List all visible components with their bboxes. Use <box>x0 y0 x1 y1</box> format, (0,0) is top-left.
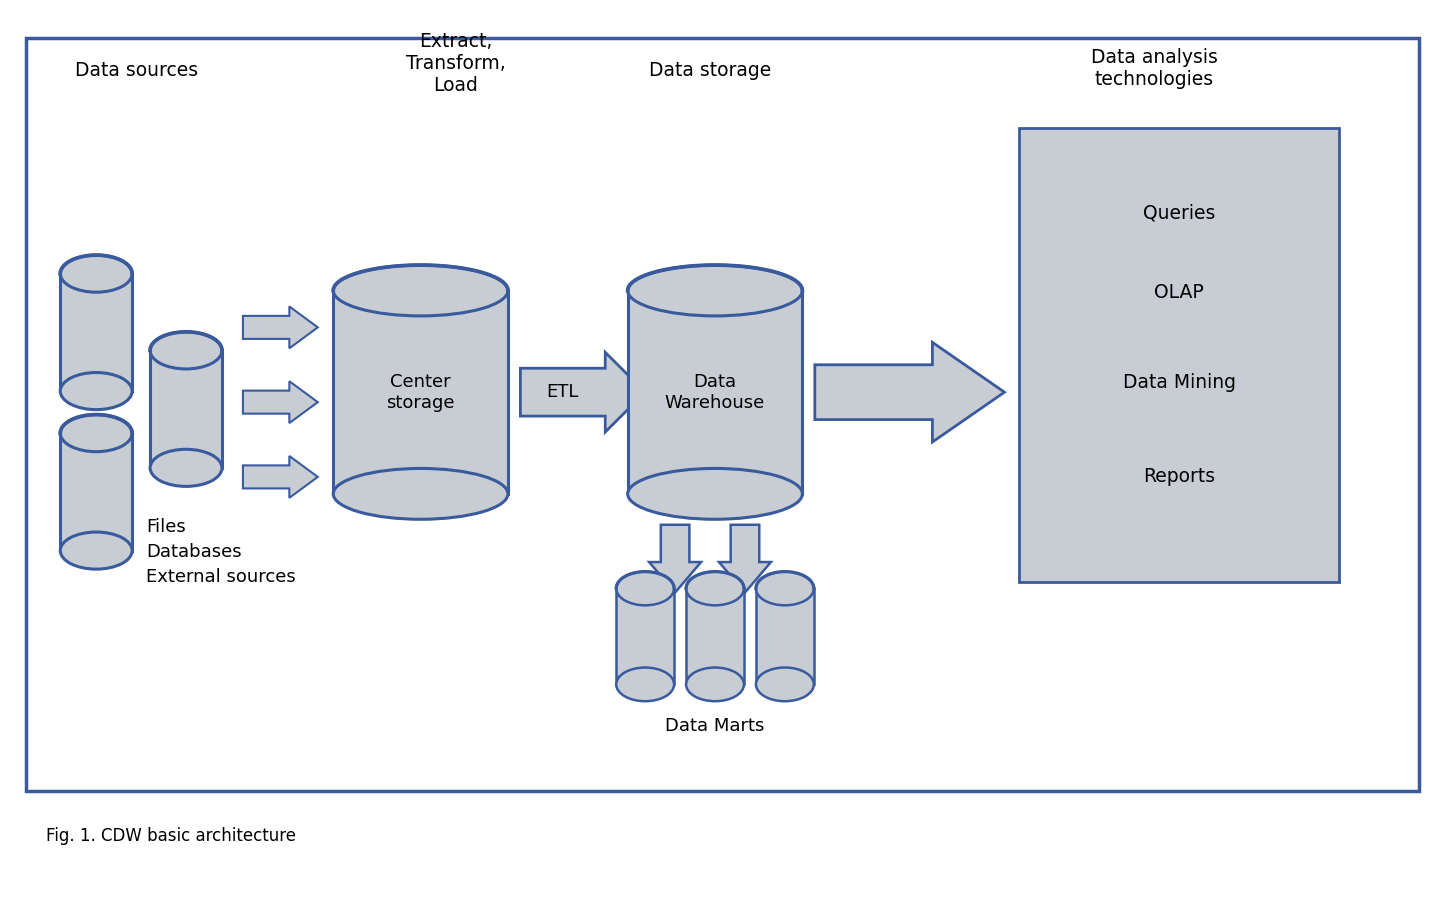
Polygon shape <box>649 525 700 593</box>
Polygon shape <box>150 351 221 468</box>
Text: Data
Warehouse: Data Warehouse <box>665 373 766 412</box>
Ellipse shape <box>333 468 508 519</box>
Text: OLAP: OLAP <box>1155 283 1204 302</box>
Ellipse shape <box>60 532 132 569</box>
Text: Queries: Queries <box>1143 204 1216 222</box>
Polygon shape <box>756 588 814 684</box>
Polygon shape <box>628 291 802 494</box>
Text: Data Mining: Data Mining <box>1123 373 1236 392</box>
Polygon shape <box>686 588 744 684</box>
Ellipse shape <box>60 414 132 452</box>
Ellipse shape <box>60 372 132 410</box>
Ellipse shape <box>756 667 814 701</box>
Text: Data storage: Data storage <box>649 61 772 80</box>
Text: Data sources: Data sources <box>74 61 198 80</box>
Ellipse shape <box>616 667 674 701</box>
FancyBboxPatch shape <box>26 39 1418 791</box>
Text: Data Marts: Data Marts <box>665 717 764 736</box>
Ellipse shape <box>756 571 814 605</box>
Ellipse shape <box>686 571 744 605</box>
Text: Data analysis
technologies: Data analysis technologies <box>1091 48 1217 89</box>
Ellipse shape <box>150 332 221 369</box>
Polygon shape <box>520 353 645 432</box>
Text: Files
Databases
External sources: Files Databases External sources <box>146 518 296 586</box>
Polygon shape <box>616 588 674 684</box>
Polygon shape <box>243 307 317 348</box>
Ellipse shape <box>686 667 744 701</box>
Text: Extract,
Transform,
Load: Extract, Transform, Load <box>406 31 505 95</box>
Polygon shape <box>815 343 1005 442</box>
Ellipse shape <box>150 449 221 486</box>
Polygon shape <box>243 456 317 498</box>
Polygon shape <box>60 433 132 551</box>
Text: Fig. 1. CDW basic architecture: Fig. 1. CDW basic architecture <box>47 827 297 845</box>
Polygon shape <box>243 381 317 423</box>
Polygon shape <box>60 274 132 391</box>
Text: ETL: ETL <box>546 383 579 401</box>
Text: Reports: Reports <box>1143 467 1216 486</box>
Polygon shape <box>333 291 508 494</box>
Ellipse shape <box>628 266 802 316</box>
Ellipse shape <box>628 468 802 519</box>
Ellipse shape <box>616 571 674 605</box>
FancyBboxPatch shape <box>1019 128 1340 581</box>
Text: Center
storage: Center storage <box>386 373 454 412</box>
Ellipse shape <box>60 255 132 292</box>
Polygon shape <box>719 525 770 593</box>
Ellipse shape <box>333 266 508 316</box>
